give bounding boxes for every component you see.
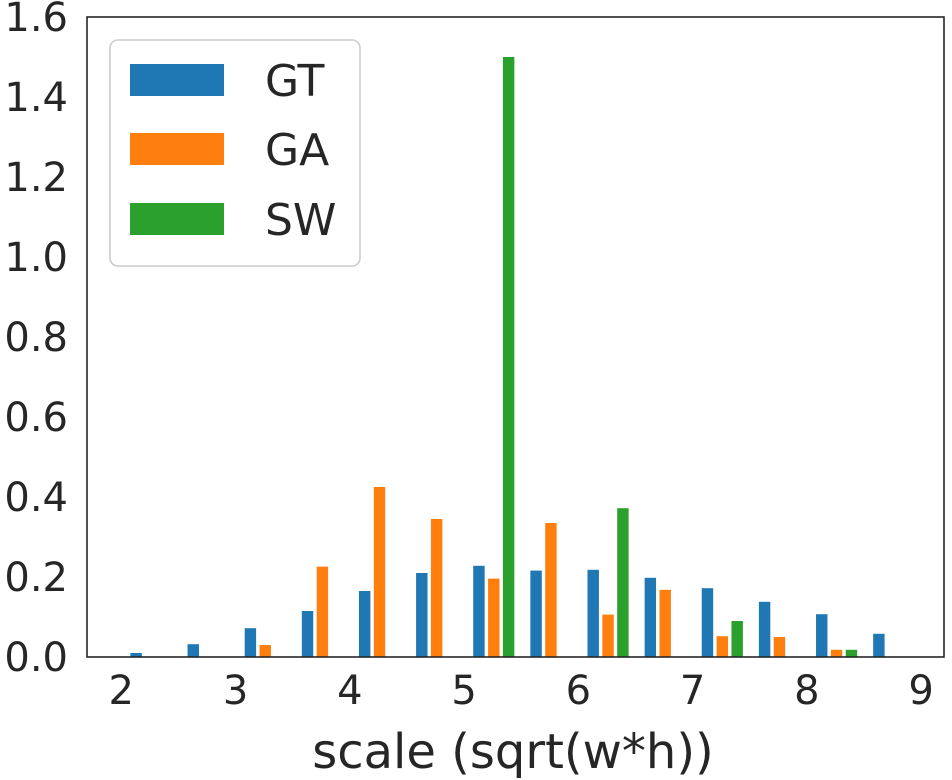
x-tick-labels: 2 3 4 5 6 7 8 9	[109, 668, 934, 714]
legend: GT GA SW	[109, 39, 361, 267]
legend-swatch-ga	[130, 133, 224, 165]
bar-ga-6	[602, 614, 614, 657]
x-tick-label: 8	[794, 668, 819, 714]
bar-gt-12	[816, 614, 828, 657]
plot-frame	[86, 16, 945, 658]
x-tick-label: 2	[109, 668, 134, 714]
x-tick-label: 9	[908, 668, 933, 714]
x-tick-label: 3	[223, 668, 248, 714]
x-tick-label: 6	[566, 668, 591, 714]
legend-swatch-sw	[130, 203, 224, 235]
bar-gt-4	[358, 591, 371, 657]
y-tick-label: 1.2	[4, 155, 68, 201]
bar-sw-3	[845, 649, 858, 657]
bar-gt-11	[758, 601, 771, 657]
bar-gt-1	[187, 644, 199, 657]
bar-sw-1	[617, 508, 629, 657]
bar-gt-7	[530, 570, 542, 657]
bar-gt-10	[701, 588, 714, 657]
legend-label-ga: GA	[265, 125, 329, 176]
bar-gt-3	[301, 611, 314, 657]
x-tick-label: 7	[680, 668, 705, 714]
y-tick-label: 0.8	[4, 315, 68, 361]
bar-gt-9	[644, 577, 657, 657]
bar-ga-2	[373, 487, 386, 657]
y-tick-label: 0.4	[4, 475, 68, 521]
y-tick-label: 1.6	[4, 0, 68, 41]
bar-ga-4	[488, 578, 500, 657]
bar-gt-13	[873, 633, 885, 657]
legend-label-gt: GT	[265, 56, 325, 107]
bar-ga-0	[259, 645, 271, 657]
bar-sw-0	[502, 57, 515, 657]
legend-swatch-gt	[130, 64, 224, 96]
y-tick-label: 1.4	[4, 75, 68, 121]
x-tick-label: 5	[451, 668, 476, 714]
bar-ga-10	[830, 649, 843, 657]
bar-ga-5	[545, 523, 557, 657]
bar-sw-2	[731, 621, 743, 657]
bar-gt-6	[473, 565, 485, 657]
bar-ga-3	[430, 519, 443, 657]
bars-layer	[130, 57, 885, 657]
bar-ga-7	[659, 589, 671, 657]
x-axis-label: scale (sqrt(w*h))	[312, 724, 714, 780]
bar-gt-0	[130, 653, 142, 657]
bar-gt-8	[587, 569, 599, 657]
bar-ga-8	[716, 636, 729, 657]
bar-gt-2	[244, 628, 257, 657]
y-tick-labels: 0.0 0.2 0.4 0.6 0.8 1.0 1.2 1.4 1.6	[4, 0, 68, 681]
y-tick-label: 0.2	[4, 555, 68, 601]
bar-ga-9	[773, 637, 786, 657]
legend-label-sw: SW	[265, 195, 336, 246]
bar-gt-5	[416, 573, 428, 657]
bar-ga-1	[316, 566, 329, 657]
y-tick-label: 1.0	[4, 235, 68, 281]
x-tick-label: 4	[337, 668, 362, 714]
y-tick-label: 0.0	[4, 635, 68, 681]
y-tick-label: 0.6	[4, 395, 68, 441]
